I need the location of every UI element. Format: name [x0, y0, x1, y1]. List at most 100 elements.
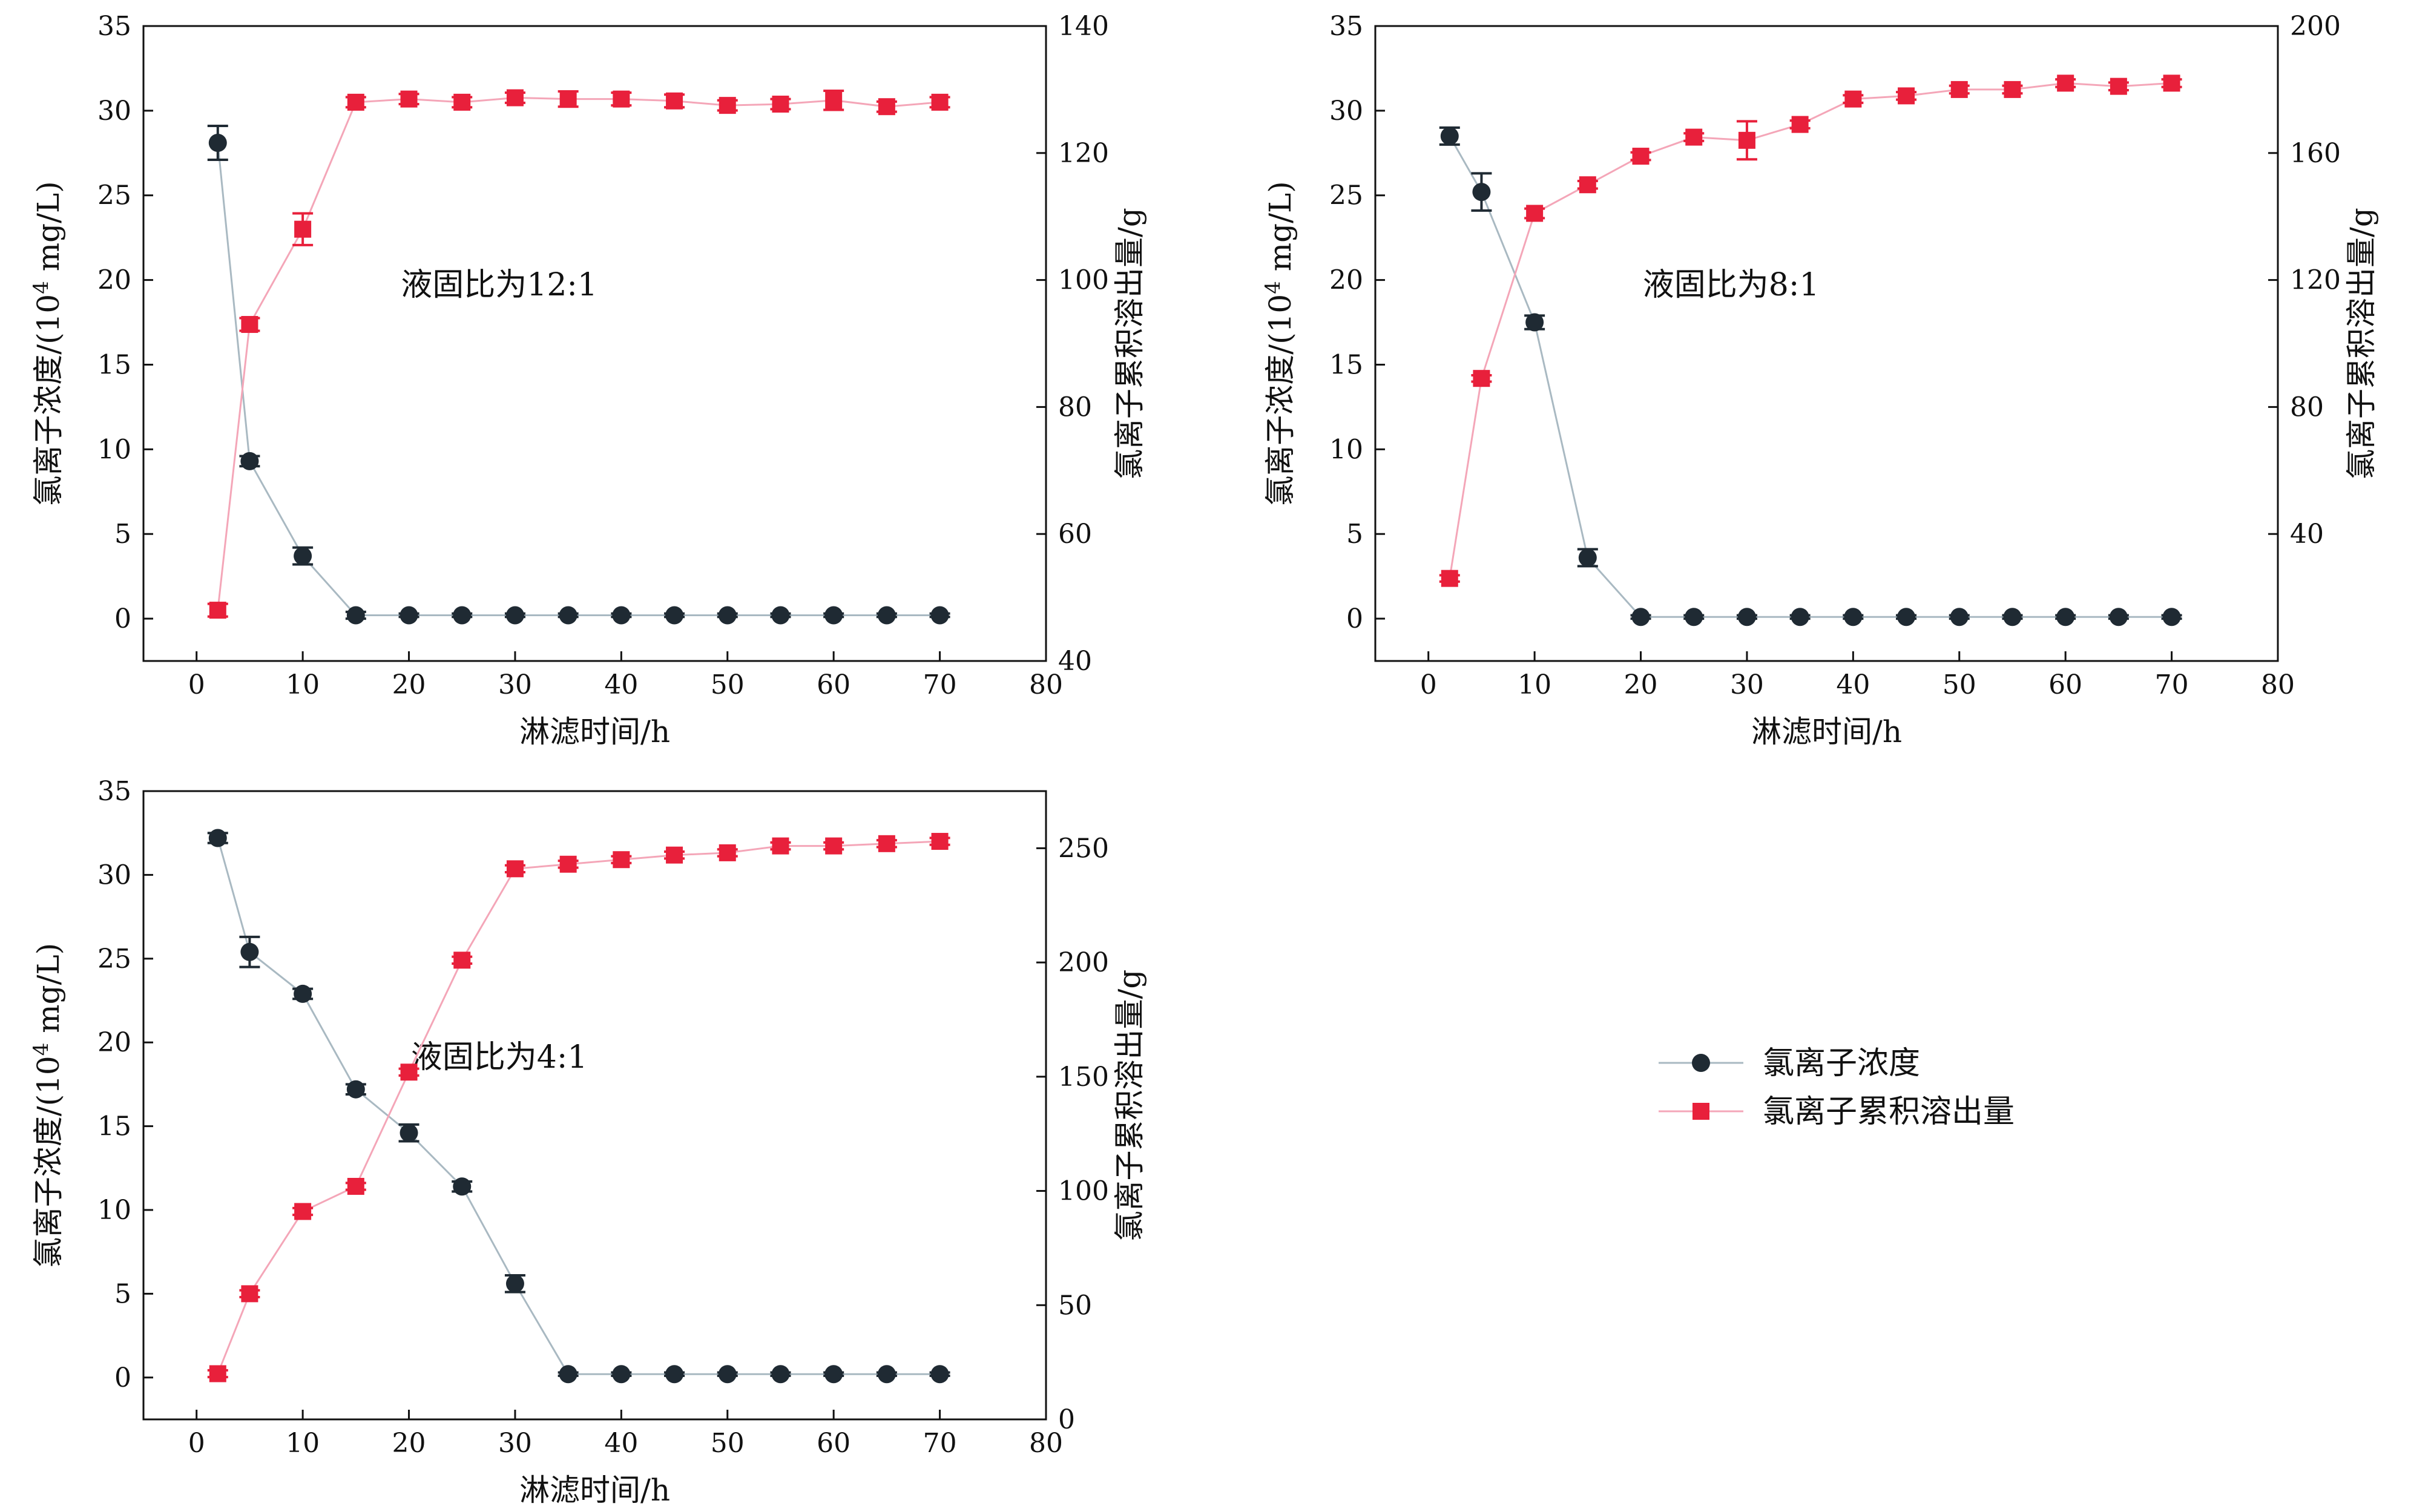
data-point	[1897, 608, 1916, 626]
data-point	[1685, 128, 1703, 146]
series-chloride-concentration	[207, 829, 950, 1384]
x-tick-label: 40	[604, 1428, 638, 1459]
data-point	[931, 93, 949, 111]
data-point	[771, 606, 790, 625]
x-tick-label: 30	[1730, 669, 1764, 700]
y-left-tick-label: 10	[97, 1195, 131, 1226]
data-point	[559, 606, 577, 625]
data-point	[400, 90, 418, 108]
x-axis-title: 淋滤时间/h	[519, 1473, 670, 1508]
y-left-tick-label: 10	[1329, 434, 1363, 465]
series-cumulative-release	[207, 833, 950, 1382]
y-left-tick-label: 30	[1329, 96, 1363, 127]
data-point	[613, 90, 630, 108]
y-right-tick-label: 160	[2290, 138, 2341, 169]
x-tick-label: 50	[711, 669, 745, 700]
data-point	[878, 835, 895, 852]
x-tick-label: 50	[1942, 669, 1976, 700]
series-chloride-concentration	[1439, 126, 2182, 626]
data-point	[2162, 608, 2181, 626]
data-point	[612, 1365, 631, 1384]
y-right-tick-label: 80	[1058, 392, 1092, 422]
series-cumulative-release	[207, 89, 950, 619]
y-left-tick-label: 30	[97, 860, 131, 890]
x-tick-label: 60	[2048, 669, 2082, 700]
y-right-tick-label: 40	[1058, 646, 1092, 677]
y-left-tick-label: 35	[97, 776, 131, 807]
x-tick-label: 30	[498, 1428, 532, 1459]
data-point	[294, 984, 312, 1003]
data-point	[346, 606, 365, 625]
data-point	[400, 1123, 418, 1142]
y-left-tick-label: 15	[97, 1111, 131, 1142]
legend-marker-square	[1692, 1103, 1709, 1120]
series-line	[217, 838, 940, 1375]
data-point	[294, 1203, 312, 1220]
data-point	[666, 846, 683, 864]
y-right-tick-label: 0	[1058, 1404, 1075, 1435]
chart-panel-1: 0 10 20 30 40 50 60 70 80 0 5 10 15 20 25 30 35 40 60 80 100…	[29, 11, 1147, 749]
data-point	[2163, 74, 2180, 92]
legend-label: 氯离子累积溶出量	[1763, 1094, 2015, 1130]
plot-frame	[1374, 25, 2279, 662]
data-point	[877, 606, 896, 625]
x-tick-label: 10	[1518, 669, 1551, 700]
panel-annotation: 液固比为12:1	[401, 267, 597, 303]
series-line	[217, 142, 940, 616]
data-point	[1526, 205, 1544, 222]
panel-annotation: 液固比为8:1	[1643, 267, 1820, 303]
x-tick-label: 60	[817, 669, 850, 700]
y-left-tick-label: 20	[97, 1027, 131, 1058]
y-left-tick-label: 30	[97, 96, 131, 127]
y-right-tick-label: 80	[2290, 392, 2324, 422]
data-point	[505, 1274, 524, 1293]
y-right-axis-title: 氯离子累积溶出量/g	[1112, 970, 1147, 1241]
x-tick-label: 0	[188, 669, 205, 700]
y-left-axis-title: 氯离子浓度/(104 mg/L)	[29, 181, 66, 506]
chart-panel-3: 0 10 20 30 40 50 60 70 8005101520253035050100150…	[29, 776, 1147, 1508]
data-point	[559, 855, 577, 873]
data-point	[1579, 176, 1596, 194]
data-point	[1791, 608, 1809, 626]
y-left-tick-label: 5	[1346, 519, 1363, 550]
data-point	[1632, 148, 1650, 165]
data-point	[208, 134, 227, 153]
data-point	[241, 1285, 258, 1303]
x-tick-label: 0	[1420, 669, 1437, 700]
data-point	[294, 220, 312, 238]
x-tick-label: 20	[1624, 669, 1658, 700]
panel-annotation: 液固比为4:1	[411, 1039, 588, 1076]
y-right-tick-label: 120	[2290, 265, 2341, 296]
data-point	[241, 316, 258, 334]
data-point	[400, 606, 418, 625]
data-point	[1950, 608, 1969, 626]
y-right-tick-label: 100	[1058, 265, 1109, 296]
x-tick-label: 10	[286, 669, 320, 700]
data-point	[1525, 313, 1544, 332]
y-left-tick-label: 5	[114, 1278, 131, 1309]
y-right-tick-label: 140	[1058, 11, 1109, 42]
x-tick-label: 40	[1836, 669, 1870, 700]
y-left-tick-label: 0	[114, 1362, 131, 1393]
y-left-tick-label: 20	[1329, 265, 1363, 296]
data-point	[718, 1365, 737, 1384]
y-left-axis-title: 氯离子浓度/(104 mg/L)	[29, 943, 66, 1268]
y-left-tick-label: 25	[1329, 180, 1363, 211]
data-point	[559, 90, 577, 108]
series-line	[217, 96, 940, 611]
y-left-tick-label: 5	[114, 519, 131, 550]
data-point	[1791, 116, 1809, 133]
y-left-tick-label: 10	[97, 434, 131, 465]
data-point	[209, 1365, 226, 1382]
y-right-axis-title: 氯离子累积溶出量/g	[2344, 208, 2379, 479]
data-point	[453, 93, 471, 111]
data-point	[719, 97, 736, 114]
data-point	[209, 602, 226, 619]
series-line	[1449, 82, 2172, 579]
y-right-tick-label: 40	[2290, 519, 2324, 550]
data-point	[1685, 608, 1703, 626]
data-point	[772, 837, 789, 855]
data-point	[665, 1365, 684, 1384]
x-tick-label: 0	[188, 1428, 205, 1459]
